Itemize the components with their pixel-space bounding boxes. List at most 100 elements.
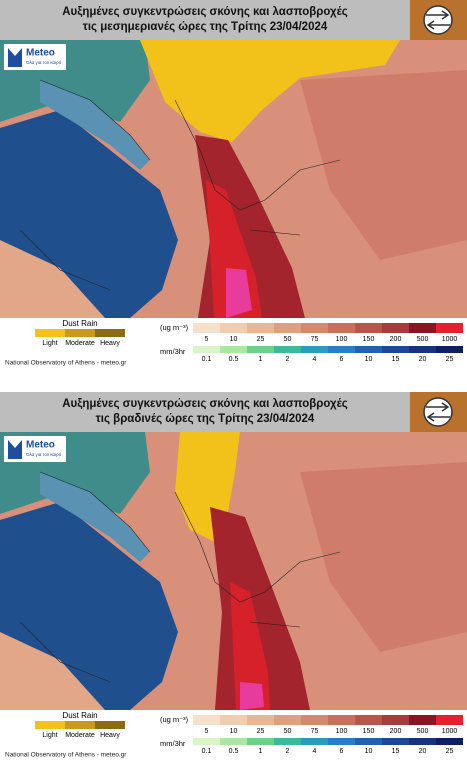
icon-arrows xyxy=(426,402,450,422)
concentration-label: 100 xyxy=(336,336,348,343)
map-dust-peak xyxy=(226,268,252,318)
concentration-swatch xyxy=(274,323,301,333)
rain-label: 0.1 xyxy=(202,748,212,755)
concentration-label: 50 xyxy=(284,336,292,343)
concentration-unit: (ug m⁻³) xyxy=(160,715,189,724)
rain-label: 6 xyxy=(340,748,344,755)
logo-mark xyxy=(8,48,22,67)
dust-rain-label: Light xyxy=(42,340,57,347)
map-yellow-dust xyxy=(140,40,400,142)
rain-swatch xyxy=(301,346,328,353)
rain-label: 25 xyxy=(446,748,454,755)
concentration-swatch xyxy=(328,715,355,725)
concentration-label: 150 xyxy=(363,728,375,735)
concentration-label: 500 xyxy=(417,728,429,735)
concentration-swatch xyxy=(382,323,409,333)
dust-rain-swatch xyxy=(65,721,95,729)
title-line: τις μεσημεριανές ώρες της Τρίτης 23/04/2… xyxy=(83,21,328,33)
concentration-swatch xyxy=(409,715,436,725)
map-dust-bright xyxy=(230,582,270,710)
dust-rain-label: Heavy xyxy=(100,340,120,347)
footer: National Observatory of Athens - meteo.g… xyxy=(5,360,127,367)
title-line: Αυξημένες συγκεντρώσεις σκόνης και λασπο… xyxy=(62,398,348,410)
concentration-swatch xyxy=(355,715,382,725)
rain-swatch xyxy=(436,738,463,745)
concentration-swatch xyxy=(247,715,274,725)
title-line: τις βραδινές ώρες της Τρίτης 23/04/2024 xyxy=(96,413,315,425)
rain-label: 10 xyxy=(365,748,373,755)
rain-swatch xyxy=(193,346,220,353)
rain-label: 15 xyxy=(392,748,400,755)
rain-label: 0.5 xyxy=(229,356,239,363)
rain-swatch xyxy=(247,738,274,745)
concentration-label: 10 xyxy=(230,336,238,343)
rain-label: 4 xyxy=(313,356,317,363)
rain-unit: mm/3hr xyxy=(160,739,186,748)
rain-swatch xyxy=(409,738,436,745)
dust-rain-title: Dust Rain xyxy=(62,319,97,328)
concentration-swatch xyxy=(193,715,220,725)
concentration-label: 5 xyxy=(205,728,209,735)
concentration-label: 1000 xyxy=(442,728,458,735)
concentration-label: 200 xyxy=(390,728,402,735)
logo-tagline: Όλα για τον καιρό xyxy=(25,451,62,457)
rain-label: 4 xyxy=(313,748,317,755)
logo-name: Meteo xyxy=(26,440,55,451)
concentration-label: 25 xyxy=(257,336,265,343)
concentration-label: 50 xyxy=(284,728,292,735)
concentration-swatch xyxy=(220,323,247,333)
rain-swatch xyxy=(247,346,274,353)
concentration-swatch xyxy=(193,323,220,333)
rain-swatch xyxy=(382,738,409,745)
concentration-label: 5 xyxy=(205,336,209,343)
rain-swatch xyxy=(328,738,355,745)
rain-swatch xyxy=(382,346,409,353)
map-africa xyxy=(0,240,105,318)
concentration-swatch xyxy=(382,715,409,725)
dust-rain-swatch xyxy=(95,329,125,337)
rain-label: 10 xyxy=(365,356,373,363)
rain-swatch xyxy=(220,346,247,353)
dust-rain-swatch xyxy=(35,721,65,729)
coastline xyxy=(19,471,341,683)
title-bar xyxy=(0,392,410,432)
concentration-label: 10 xyxy=(230,728,238,735)
icon-circle xyxy=(423,5,453,35)
dust-rain-swatch xyxy=(65,329,95,337)
rain-label: 6 xyxy=(340,356,344,363)
rain-swatch xyxy=(193,738,220,745)
concentration-swatch xyxy=(436,715,463,725)
concentration-label: 500 xyxy=(417,336,429,343)
concentration-label: 75 xyxy=(311,728,319,735)
map-africa xyxy=(0,632,105,710)
rain-swatch xyxy=(355,346,382,353)
concentration-swatch xyxy=(247,323,274,333)
rain-label: 15 xyxy=(392,356,400,363)
legend: Dust Rain Light Moderate Heavy (ug m⁻³) mm/3h… xyxy=(5,711,463,759)
concentration-swatch xyxy=(274,715,301,725)
concentration-label: 150 xyxy=(363,336,375,343)
rain-label: 2 xyxy=(286,748,290,755)
logo-tagline: Όλα για τον καιρό xyxy=(25,59,62,65)
rain-swatch xyxy=(328,346,355,353)
map-italy xyxy=(40,80,150,170)
logo-mark xyxy=(8,440,22,459)
dust-rain-label: Heavy xyxy=(100,732,120,739)
map-italy xyxy=(40,472,150,562)
rain-label: 2 xyxy=(286,356,290,363)
rain-swatch xyxy=(355,738,382,745)
dust-rain-swatch xyxy=(95,721,125,729)
rain-label: 0.5 xyxy=(229,748,239,755)
concentration-label: 75 xyxy=(311,336,319,343)
rain-label: 0.1 xyxy=(202,356,212,363)
rain-swatch xyxy=(436,346,463,353)
concentration-label: 25 xyxy=(257,728,265,735)
concentration-swatch xyxy=(301,715,328,725)
rain-swatch xyxy=(274,738,301,745)
footer: National Observatory of Athens - meteo.g… xyxy=(5,752,127,759)
dust-rain-label: Light xyxy=(42,732,57,739)
dust-rain-label: Moderate xyxy=(65,340,95,347)
icon-circle xyxy=(423,397,453,427)
rain-swatch xyxy=(220,738,247,745)
